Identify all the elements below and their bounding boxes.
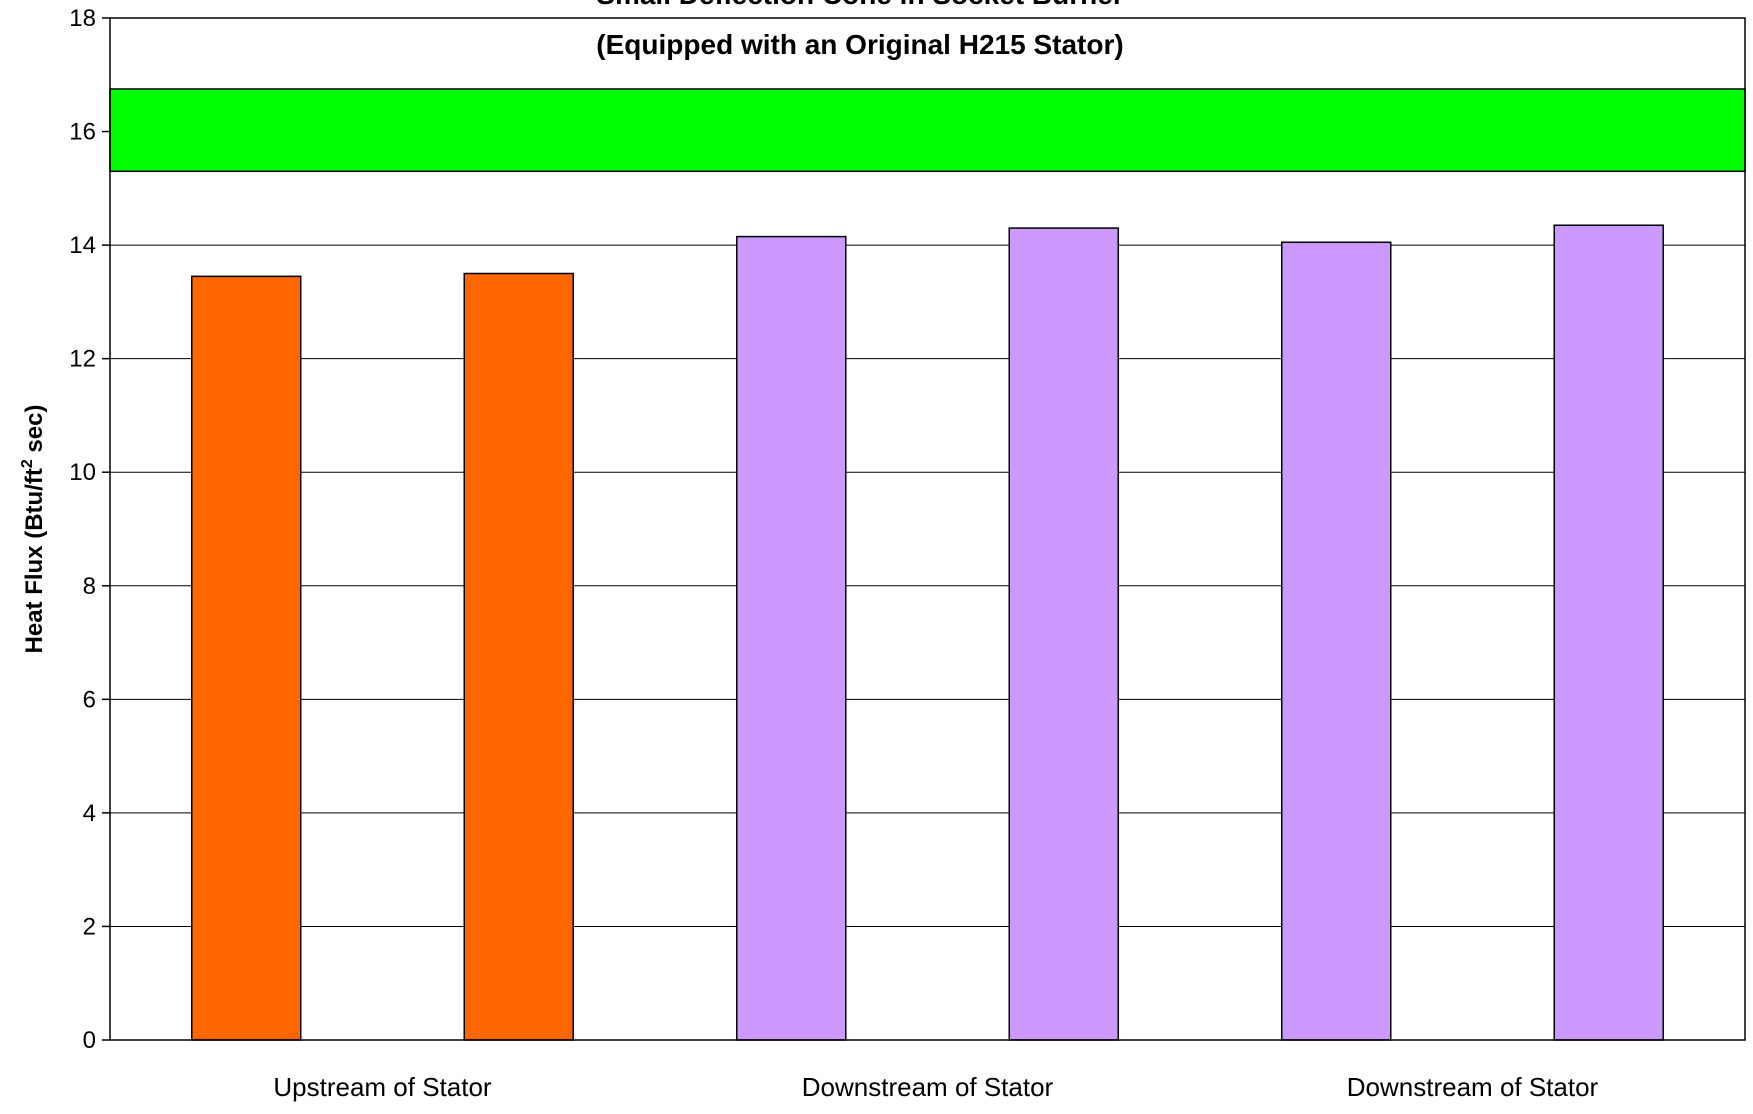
chart-title-line-2: (Equipped with an Original H215 Stator) (596, 29, 1123, 60)
bar (1281, 241, 1392, 1041)
gridlines (110, 131, 1745, 927)
bar (1553, 224, 1664, 1041)
bars (191, 224, 1664, 1041)
bar (463, 272, 574, 1041)
category-label: Downstream of Stator (1347, 1072, 1599, 1102)
y-axis-label: Heat Flux (Btu/ft2 sec) (19, 405, 48, 654)
y-tick-label: 8 (83, 573, 96, 600)
y-axis-label-main: Heat Flux (Btu/ft (21, 468, 48, 653)
chart-title-line-1: Small Deflection Cone in Socket Burner (596, 0, 1124, 10)
y-tick-label: 14 (69, 232, 96, 259)
category-label: Upstream of Stator (273, 1072, 492, 1102)
bar (736, 235, 847, 1041)
y-tick-label: 0 (83, 1027, 96, 1054)
bar (1008, 227, 1119, 1041)
target-band (109, 88, 1746, 173)
y-tick-label: 10 (69, 459, 96, 486)
chart-title: Small Deflection Cone in Socket Burner (… (596, 0, 1124, 60)
y-tick-label: 16 (69, 119, 96, 146)
target-band-layer (109, 88, 1746, 173)
y-tick-label: 12 (69, 346, 96, 373)
y-tick-labels: 0 2 4 6 8 10 12 14 16 18 (69, 5, 110, 1054)
y-tick-label: 6 (83, 686, 96, 713)
y-tick-label: 2 (83, 913, 96, 940)
category-label: Downstream of Stator (802, 1072, 1054, 1102)
bar (191, 275, 302, 1041)
category-labels: Upstream of Stator Downstream of Stator Do… (273, 1072, 1598, 1102)
y-tick-label: 18 (69, 5, 96, 32)
y-axis-label-tail: sec) (21, 405, 48, 460)
y-axis-label-superscript: 2 (19, 459, 36, 468)
plot-area-frame (109, 17, 1746, 1041)
y-tick-label: 4 (83, 800, 96, 827)
